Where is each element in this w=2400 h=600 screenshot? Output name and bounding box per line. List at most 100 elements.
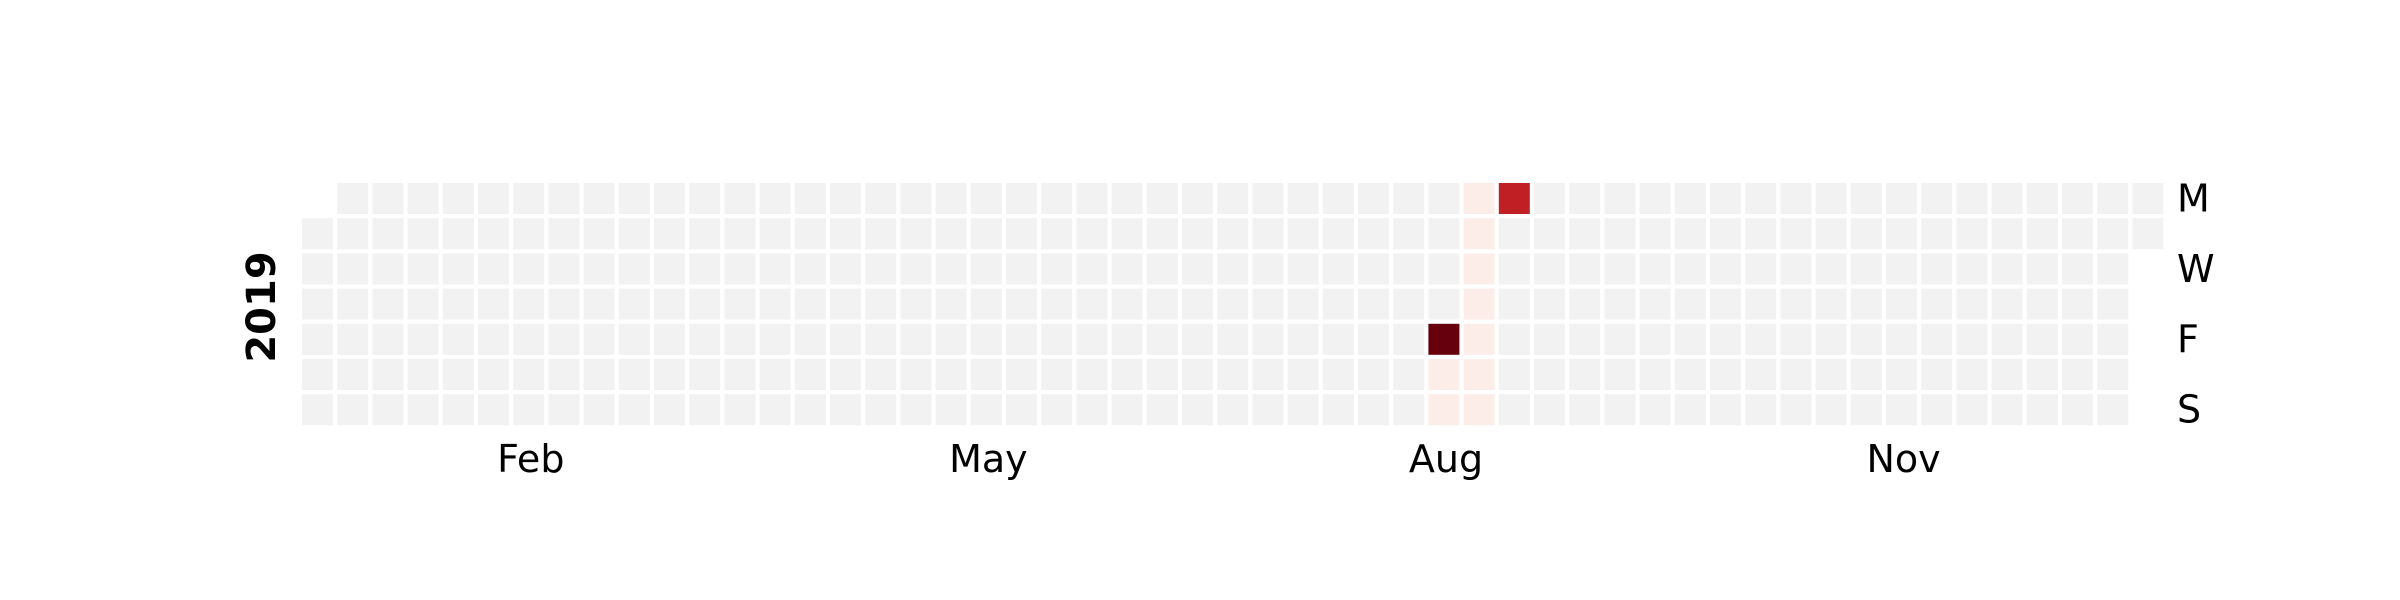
heatmap-cell xyxy=(1393,253,1425,285)
heatmap-cell xyxy=(407,359,439,390)
heatmap-cell xyxy=(1358,394,1389,426)
heatmap-cell xyxy=(759,288,791,320)
heatmap-cell xyxy=(1287,288,1319,320)
heatmap-cell xyxy=(302,218,333,250)
heatmap-cell xyxy=(1287,218,1319,250)
heatmap-cell xyxy=(794,359,826,390)
heatmap-cell xyxy=(654,183,685,214)
heatmap-cell xyxy=(2062,394,2093,426)
heatmap-cell xyxy=(1710,183,1741,214)
heatmap-cell xyxy=(935,218,967,250)
heatmap-cell xyxy=(1745,288,1777,320)
heatmap-cell xyxy=(337,253,369,285)
heatmap-cell xyxy=(1287,394,1319,426)
heatmap-cell xyxy=(1850,288,1882,320)
heatmap-cell xyxy=(1006,394,1037,426)
heatmap-cell xyxy=(1182,183,1213,214)
heatmap-cell xyxy=(1182,394,1213,426)
heatmap-cell xyxy=(513,323,545,355)
heatmap-cell xyxy=(689,394,721,426)
heatmap-cell xyxy=(1217,394,1249,426)
heatmap-cell xyxy=(830,183,861,214)
heatmap-cell xyxy=(2062,183,2093,214)
heatmap-cell xyxy=(1850,253,1882,285)
heatmap-cell xyxy=(1991,394,2023,426)
heatmap-cell xyxy=(1569,394,1601,426)
heatmap-cell xyxy=(1534,288,1565,320)
heatmap-cell xyxy=(1287,183,1319,214)
heatmap-cell xyxy=(1534,218,1565,250)
heatmap-cell xyxy=(970,394,1002,426)
heatmap-cell xyxy=(513,359,545,390)
heatmap-cell xyxy=(1674,394,1706,426)
heatmap-cell xyxy=(372,359,404,390)
heatmap-cell xyxy=(1498,359,1530,390)
heatmap-cell xyxy=(1393,288,1425,320)
heatmap-cell xyxy=(1006,183,1037,214)
heatmap-cell xyxy=(759,394,791,426)
heatmap-cell xyxy=(513,218,545,250)
heatmap-cell xyxy=(1710,359,1741,390)
heatmap-cell xyxy=(407,394,439,426)
heatmap-cell xyxy=(1639,183,1671,214)
heatmap-cell xyxy=(1956,218,1988,250)
heatmap-cell xyxy=(1146,288,1178,320)
heatmap-cell xyxy=(1428,288,1460,320)
heatmap-cell xyxy=(548,253,580,285)
heatmap-cell xyxy=(442,359,474,390)
heatmap-cell xyxy=(1886,218,1917,250)
heatmap-cell xyxy=(1217,218,1249,250)
heatmap-cell xyxy=(1815,394,1847,426)
heatmap-cell xyxy=(2097,359,2129,390)
heatmap-cell xyxy=(2026,183,2058,214)
heatmap-cell xyxy=(1780,288,1812,320)
heatmap-cell xyxy=(1428,359,1460,390)
heatmap-cell xyxy=(618,394,650,426)
heatmap-cell xyxy=(1428,183,1460,214)
heatmap-cell xyxy=(1745,359,1777,390)
heatmap-cell xyxy=(1956,323,1988,355)
heatmap-cell xyxy=(1815,183,1847,214)
heatmap-cell xyxy=(1428,323,1460,355)
heatmap-cell xyxy=(1498,288,1530,320)
heatmap-cell xyxy=(1463,394,1495,426)
heatmap-cell xyxy=(618,218,650,250)
heatmap-cell xyxy=(900,323,932,355)
heatmap-cell xyxy=(1886,288,1917,320)
heatmap-cell xyxy=(1604,359,1636,390)
heatmap-cell xyxy=(1639,253,1671,285)
heatmap-cell xyxy=(1252,394,1284,426)
heatmap-cell xyxy=(583,253,615,285)
heatmap-cell xyxy=(689,359,721,390)
heatmap-cell xyxy=(1674,288,1706,320)
heatmap-cell xyxy=(1498,218,1530,250)
heatmap-cell xyxy=(372,183,404,214)
heatmap-cell xyxy=(1463,288,1495,320)
heatmap-cell xyxy=(1604,218,1636,250)
heatmap-cell xyxy=(2062,359,2093,390)
heatmap-cell xyxy=(2097,183,2129,214)
heatmap-cell xyxy=(865,183,897,214)
heatmap-cell xyxy=(1534,183,1565,214)
heatmap-cell xyxy=(1182,253,1213,285)
heatmap-cell xyxy=(759,359,791,390)
heatmap-cell xyxy=(1710,218,1741,250)
heatmap-cell xyxy=(1287,253,1319,285)
heatmap-cell xyxy=(1569,253,1601,285)
heatmap-cell xyxy=(970,253,1002,285)
heatmap-cells xyxy=(302,183,2164,426)
heatmap-cell xyxy=(2097,323,2129,355)
heatmap-cell xyxy=(583,359,615,390)
heatmap-cell xyxy=(1639,323,1671,355)
heatmap-cell xyxy=(970,288,1002,320)
heatmap-cell xyxy=(1146,218,1178,250)
heatmap-cell xyxy=(724,288,756,320)
heatmap-cell xyxy=(478,218,509,250)
heatmap-cell xyxy=(1710,288,1741,320)
heatmap-cell xyxy=(1182,323,1213,355)
month-labels: Feb May Aug Nov xyxy=(497,437,1941,481)
heatmap-cell xyxy=(1639,359,1671,390)
heatmap-cell xyxy=(935,253,967,285)
heatmap-cell xyxy=(1217,323,1249,355)
